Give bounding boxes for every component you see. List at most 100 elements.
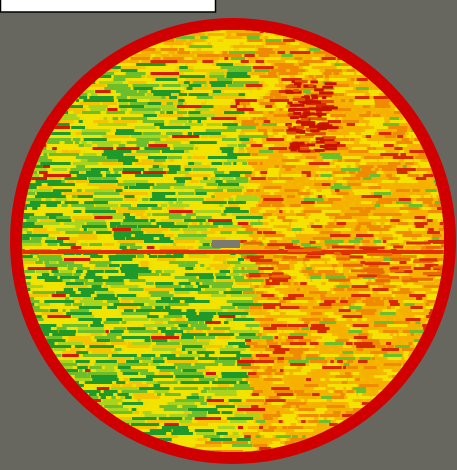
- streak: [241, 315, 246, 318]
- streak: [373, 342, 381, 345]
- streak: [174, 186, 203, 189]
- low-yield: [307, 143, 315, 146]
- streak: [306, 357, 325, 360]
- streak: [265, 246, 280, 249]
- streak: [288, 426, 304, 429]
- streak: [383, 285, 396, 288]
- streak: [348, 114, 356, 117]
- streak: [278, 36, 284, 39]
- streak: [258, 333, 261, 336]
- streak: [396, 168, 416, 171]
- streak: [318, 66, 323, 69]
- streak: [121, 270, 151, 273]
- streak: [414, 162, 418, 165]
- streak: [310, 360, 327, 363]
- band-patch: [256, 262, 279, 265]
- streak: [195, 162, 202, 165]
- streak: [50, 309, 58, 312]
- streak: [219, 141, 237, 144]
- streak: [416, 198, 433, 201]
- streak: [390, 303, 400, 306]
- streak: [108, 408, 129, 411]
- streak: [255, 288, 275, 291]
- streak: [283, 219, 292, 222]
- streak: [415, 291, 426, 294]
- streak: [191, 324, 207, 327]
- streak: [369, 150, 386, 153]
- low-yield: [309, 112, 315, 115]
- streak: [391, 228, 409, 231]
- streak: [217, 96, 242, 99]
- low-yield: [293, 112, 301, 115]
- streak: [265, 183, 283, 186]
- streak: [321, 297, 340, 300]
- streak: [56, 219, 72, 222]
- streak: [377, 207, 396, 210]
- streak: [354, 336, 368, 339]
- streak: [266, 138, 284, 141]
- streak: [324, 342, 343, 345]
- streak: [369, 228, 389, 231]
- streak: [401, 153, 407, 156]
- streak: [162, 150, 184, 153]
- streak: [263, 393, 272, 396]
- streak: [409, 294, 426, 297]
- streak: [227, 417, 253, 420]
- streak: [123, 213, 130, 216]
- streak: [68, 327, 77, 330]
- streak: [237, 231, 253, 234]
- streak: [294, 177, 307, 180]
- streak: [268, 84, 275, 87]
- streak: [213, 45, 230, 48]
- streak: [224, 57, 228, 60]
- streak: [287, 135, 296, 138]
- streak: [285, 60, 297, 63]
- streak: [296, 54, 299, 57]
- streak: [127, 141, 149, 144]
- streak: [296, 423, 316, 426]
- streak: [102, 177, 116, 180]
- streak: [48, 156, 74, 159]
- streak: [207, 267, 211, 270]
- streak: [316, 369, 335, 372]
- streak: [270, 192, 274, 195]
- streak: [348, 297, 361, 300]
- streak: [268, 132, 273, 135]
- streak: [199, 312, 216, 315]
- streak: [175, 291, 190, 294]
- streak: [334, 87, 353, 90]
- streak: [286, 216, 304, 219]
- streak: [407, 213, 427, 216]
- streak: [65, 231, 92, 234]
- streak: [256, 120, 263, 123]
- streak: [247, 189, 254, 192]
- streak: [174, 177, 192, 180]
- streak: [80, 363, 89, 366]
- streak: [157, 393, 161, 396]
- streak: [112, 354, 137, 357]
- streak: [340, 165, 347, 168]
- streak: [109, 258, 132, 261]
- streak: [279, 420, 283, 423]
- streak: [402, 348, 414, 351]
- streak: [206, 198, 224, 201]
- streak: [427, 225, 433, 228]
- streak: [169, 159, 173, 162]
- streak: [387, 297, 394, 300]
- streak: [238, 258, 244, 261]
- streak: [130, 78, 151, 81]
- streak: [124, 378, 129, 381]
- streak: [125, 399, 136, 402]
- streak: [164, 408, 188, 411]
- streak: [102, 162, 122, 165]
- streak: [338, 384, 358, 387]
- streak: [374, 324, 387, 327]
- streak: [271, 117, 277, 120]
- streak: [337, 219, 357, 222]
- streak: [197, 369, 210, 372]
- streak: [301, 159, 314, 162]
- streak: [399, 144, 408, 147]
- streak: [319, 351, 338, 354]
- streak: [26, 273, 37, 276]
- streak: [280, 438, 286, 441]
